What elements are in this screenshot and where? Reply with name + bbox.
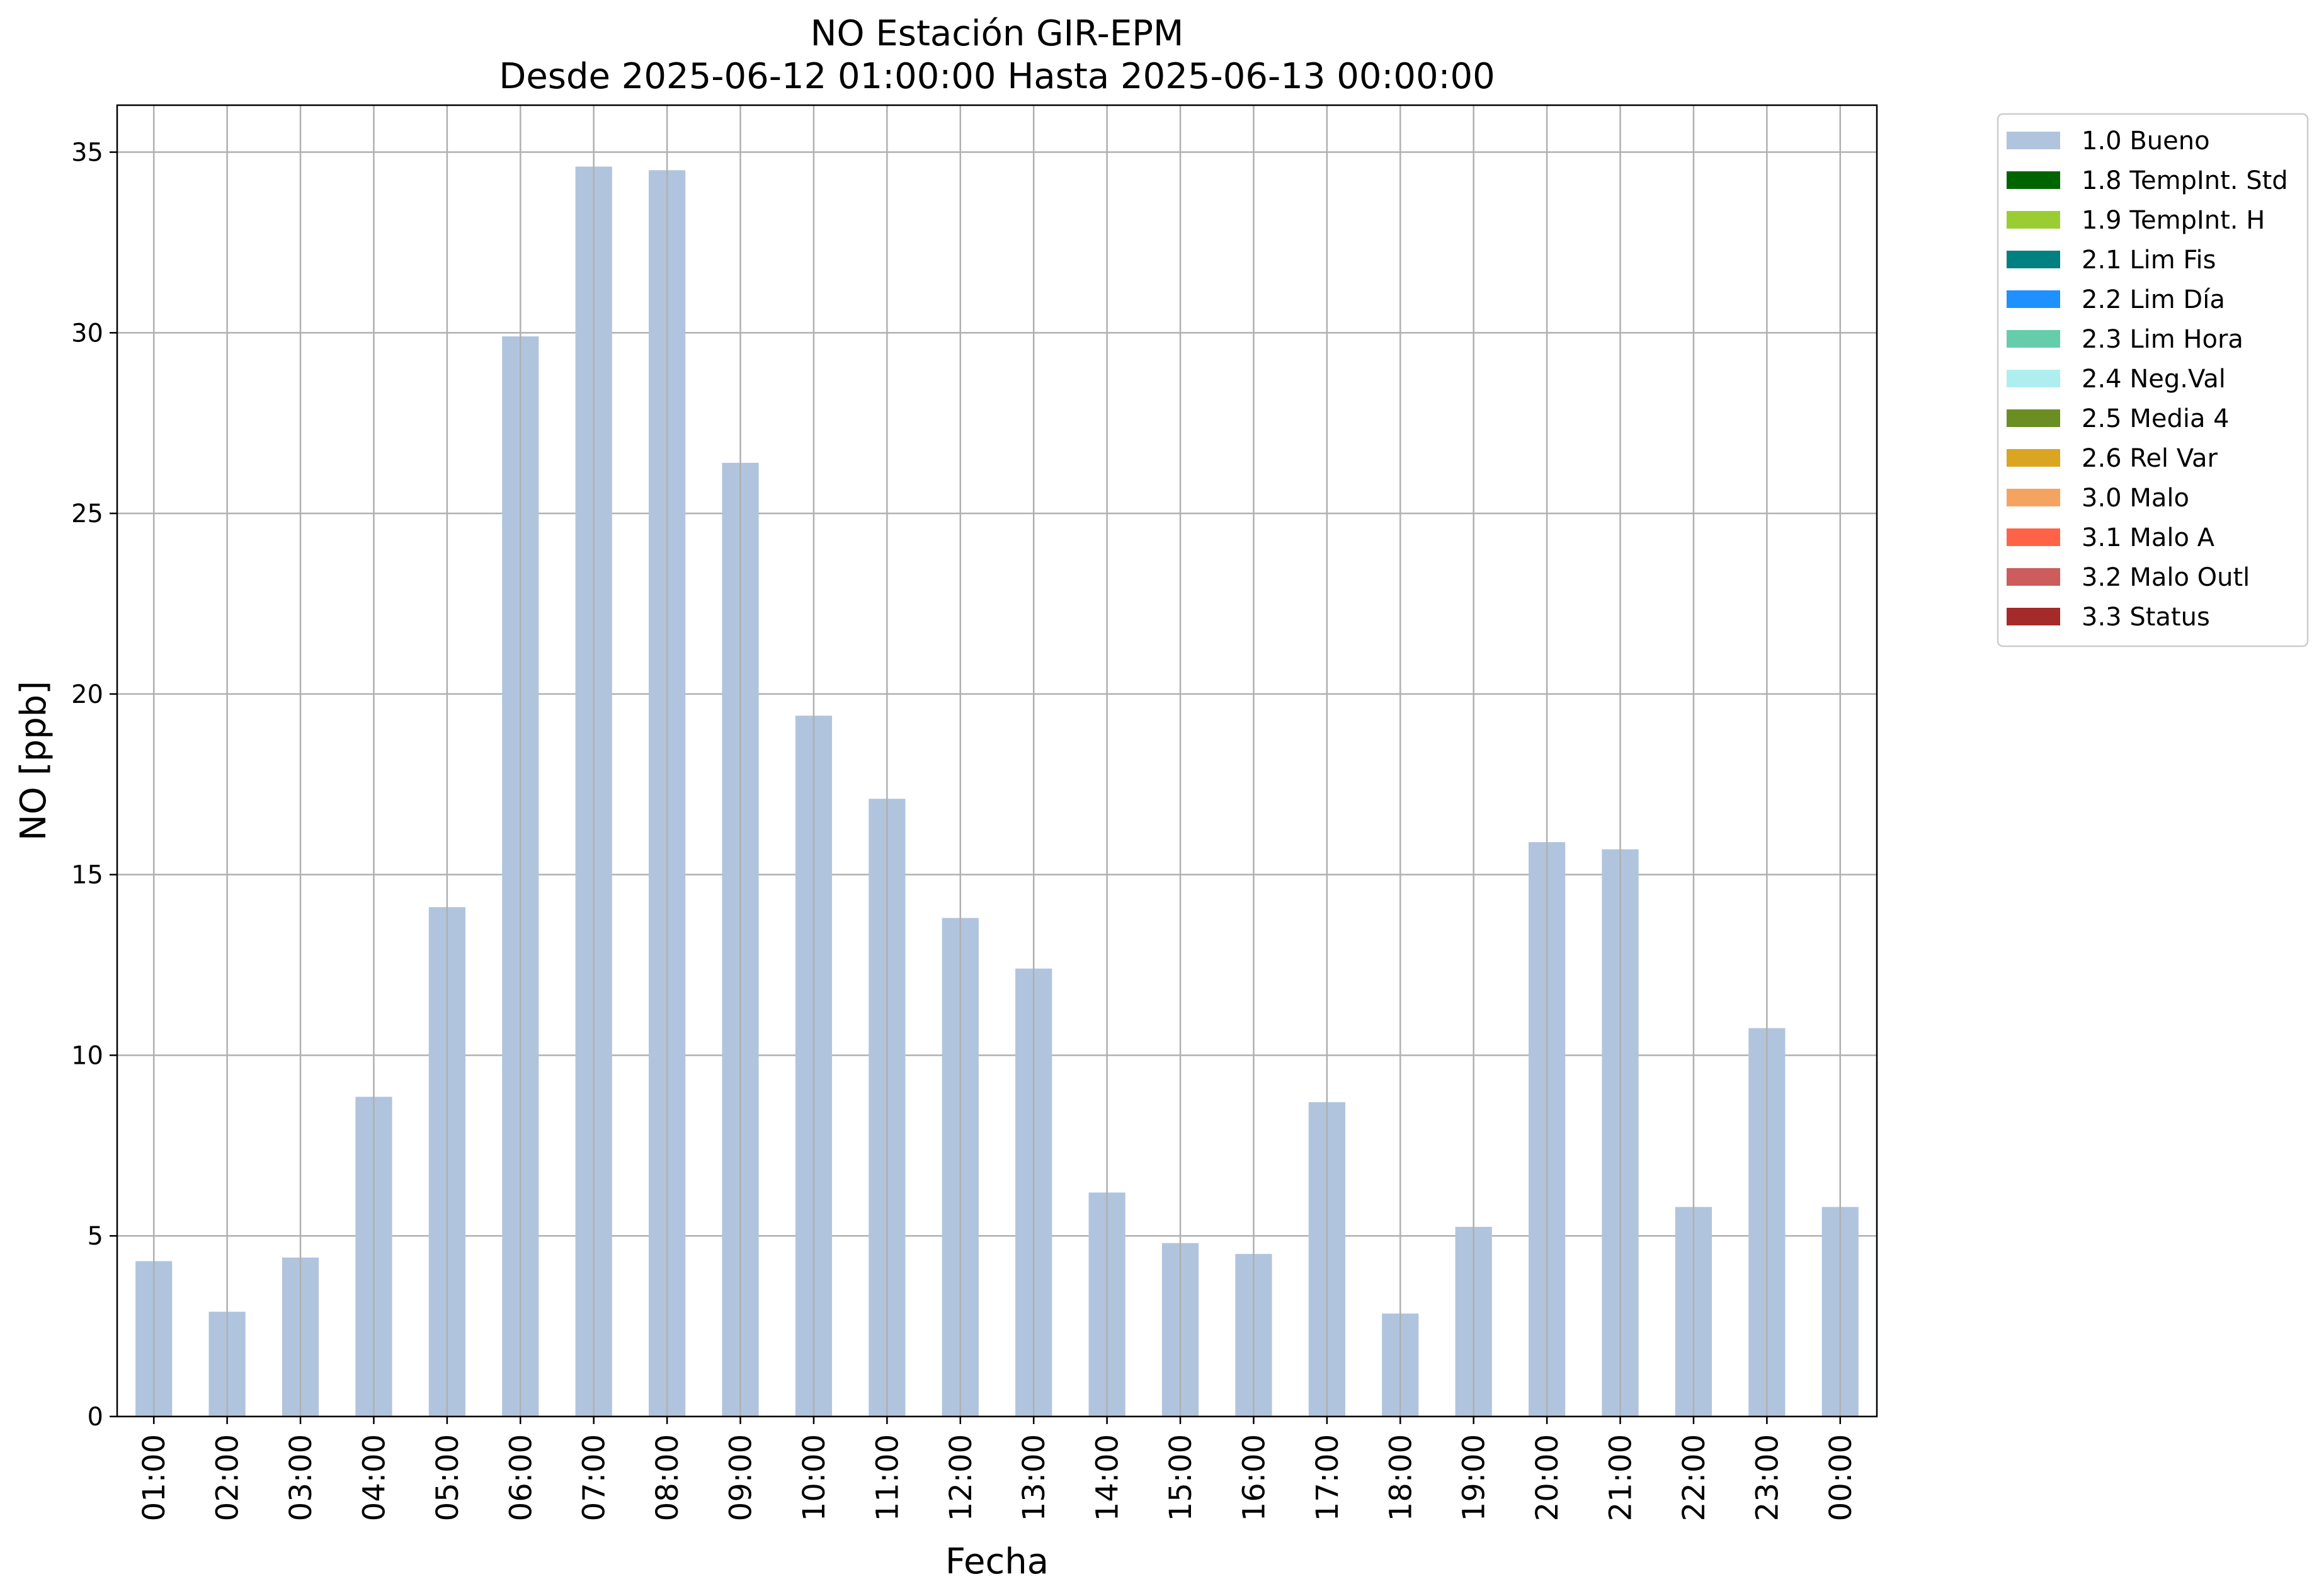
y-tick-label: 0 (88, 1403, 103, 1432)
legend-label: 3.3 Status (2082, 603, 2210, 632)
legend-swatch (2007, 370, 2060, 387)
x-tick-label: 15:00 (1163, 1434, 1199, 1521)
x-tick-label: 22:00 (1677, 1434, 1712, 1521)
x-tick-label: 05:00 (430, 1434, 465, 1521)
x-tick-label: 19:00 (1457, 1434, 1492, 1521)
legend-label: 3.0 Malo (2082, 484, 2189, 513)
y-tick-label: 35 (71, 139, 103, 168)
x-tick-label: 00:00 (1823, 1434, 1859, 1521)
legend-swatch (2007, 489, 2060, 506)
legend-swatch (2007, 171, 2060, 189)
chart-subtitle: Desde 2025-06-12 01:00:00 Hasta 2025-06-… (499, 56, 1495, 97)
legend-swatch (2007, 132, 2060, 149)
x-tick-label: 17:00 (1310, 1434, 1345, 1521)
x-tick-label: 14:00 (1090, 1434, 1125, 1521)
y-tick-label: 25 (71, 499, 103, 528)
y-axis: 0 5 10 15 20 25 30 35 (71, 139, 117, 1432)
x-axis: 01:00 02:00 03:00 04:00 05:00 06:00 07:00 08:00… (137, 1416, 1859, 1521)
legend-label: 2.5 Media 4 (2082, 404, 2230, 433)
legend-label: 2.3 Lim Hora (2082, 325, 2243, 354)
legend-label: 3.2 Malo Outl (2082, 563, 2250, 592)
x-tick-label: 03:00 (283, 1434, 319, 1521)
y-tick-label: 15 (71, 861, 103, 890)
legend-swatch (2007, 251, 2060, 268)
vertical-grid (152, 105, 1842, 1416)
legend-frame (1997, 113, 2309, 647)
legend-label: 2.1 Lim Fis (2082, 246, 2216, 275)
legend-label: 2.2 Lim Día (2082, 285, 2225, 314)
legend-label: 1.8 TempInt. Std (2082, 166, 2288, 195)
x-tick-label: 12:00 (943, 1434, 979, 1521)
legend-swatch (2007, 330, 2060, 348)
x-tick-label: 08:00 (650, 1434, 685, 1521)
legend-swatch (2007, 211, 2060, 229)
y-tick-label: 10 (71, 1041, 103, 1070)
grid (117, 151, 1877, 1418)
legend-label: 3.1 Malo A (2082, 523, 2215, 552)
x-tick-label: 16:00 (1236, 1434, 1272, 1521)
x-tick-label: 23:00 (1750, 1434, 1785, 1521)
x-tick-label: 07:00 (577, 1434, 612, 1521)
y-tick-label: 5 (88, 1222, 103, 1251)
x-tick-label: 04:00 (356, 1434, 392, 1521)
bar-series (135, 166, 1859, 1417)
x-tick-label: 02:00 (210, 1434, 246, 1521)
x-tick-label: 01:00 (137, 1434, 172, 1521)
x-tick-label: 06:00 (503, 1434, 538, 1521)
legend-label: 2.4 Neg.Val (2082, 365, 2226, 394)
legend-swatch (2007, 568, 2060, 586)
x-tick-label: 10:00 (797, 1434, 832, 1521)
x-axis-label: Fecha (945, 1541, 1049, 1582)
y-tick-label: 20 (71, 680, 103, 709)
x-tick-label: 11:00 (870, 1434, 905, 1521)
x-tick-label: 09:00 (724, 1434, 759, 1521)
x-tick-label: 21:00 (1604, 1434, 1639, 1521)
legend-swatch (2007, 528, 2060, 546)
x-tick-label: 20:00 (1530, 1434, 1565, 1521)
chart-title: NO Estación GIR-EPM (811, 13, 1184, 54)
y-axis-label: NO [ppb] (13, 681, 54, 841)
legend-label: 2.6 Rel Var (2082, 444, 2218, 473)
legend: 1.0 Bueno 1.8 TempInt. Std 1.9 TempInt. H 2… (1997, 113, 2309, 647)
legend-swatch (2007, 449, 2060, 467)
legend-label: 1.0 Bueno (2082, 127, 2210, 156)
legend-label: 1.9 TempInt. H (2082, 206, 2265, 235)
x-tick-label: 13:00 (1017, 1434, 1052, 1521)
legend-swatch (2007, 608, 2060, 625)
plot-frame (116, 104, 1878, 1418)
y-tick-label: 30 (71, 319, 103, 348)
legend-swatch (2007, 290, 2060, 308)
legend-swatch (2007, 409, 2060, 427)
x-tick-label: 18:00 (1383, 1434, 1418, 1521)
